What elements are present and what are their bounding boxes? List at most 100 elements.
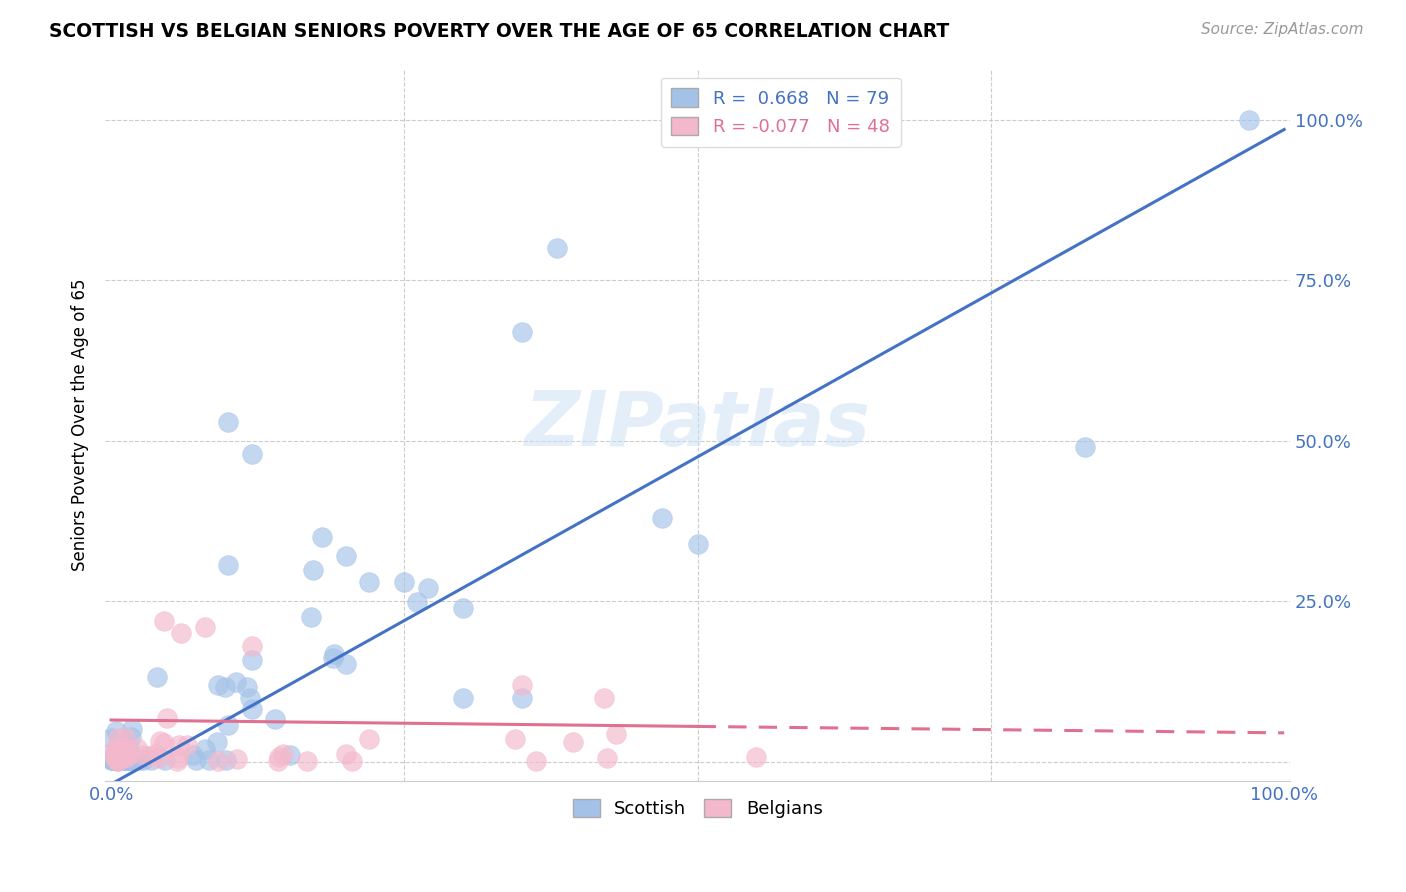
Point bbox=[240, 652, 263, 666]
Point bbox=[138, 749, 160, 764]
Point bbox=[107, 731, 129, 745]
Point bbox=[114, 753, 136, 767]
Point bbox=[214, 680, 236, 694]
Point bbox=[118, 753, 141, 767]
Point bbox=[153, 614, 176, 628]
Point bbox=[118, 753, 141, 767]
Point bbox=[198, 753, 221, 767]
Point bbox=[107, 753, 129, 767]
Point bbox=[1074, 440, 1097, 454]
Point bbox=[406, 595, 429, 609]
Point bbox=[111, 753, 134, 767]
Point bbox=[120, 753, 142, 767]
Text: SCOTTISH VS BELGIAN SENIORS POVERTY OVER THE AGE OF 65 CORRELATION CHART: SCOTTISH VS BELGIAN SENIORS POVERTY OVER… bbox=[49, 22, 949, 41]
Point bbox=[101, 749, 124, 764]
Point bbox=[121, 722, 143, 736]
Point bbox=[744, 750, 766, 764]
Point bbox=[110, 739, 132, 754]
Point bbox=[108, 753, 131, 767]
Point bbox=[510, 690, 533, 705]
Point bbox=[176, 738, 198, 752]
Point bbox=[114, 753, 136, 767]
Point bbox=[114, 753, 136, 767]
Point bbox=[592, 690, 614, 705]
Point bbox=[311, 530, 333, 544]
Point bbox=[153, 736, 176, 750]
Point bbox=[105, 754, 128, 768]
Point bbox=[166, 754, 188, 768]
Point bbox=[686, 536, 709, 550]
Point bbox=[322, 647, 344, 661]
Point bbox=[207, 678, 229, 692]
Point bbox=[505, 732, 527, 747]
Point bbox=[651, 511, 673, 525]
Point bbox=[120, 730, 142, 744]
Point bbox=[122, 753, 145, 767]
Point bbox=[118, 747, 141, 761]
Point bbox=[108, 753, 131, 767]
Point bbox=[117, 740, 139, 755]
Point bbox=[103, 753, 125, 767]
Point bbox=[205, 735, 228, 749]
Point bbox=[299, 609, 322, 624]
Point bbox=[266, 754, 288, 768]
Point bbox=[141, 753, 163, 767]
Point bbox=[225, 674, 247, 689]
Point bbox=[217, 415, 239, 429]
Point bbox=[239, 690, 262, 705]
Point bbox=[335, 657, 357, 672]
Text: ZIPatlas: ZIPatlas bbox=[524, 388, 870, 462]
Point bbox=[117, 753, 139, 767]
Point bbox=[153, 753, 176, 767]
Point bbox=[132, 753, 155, 767]
Point bbox=[240, 639, 263, 653]
Point bbox=[217, 558, 239, 573]
Y-axis label: Seniors Poverty Over the Age of 65: Seniors Poverty Over the Age of 65 bbox=[72, 278, 89, 571]
Point bbox=[240, 447, 263, 461]
Point bbox=[561, 735, 583, 749]
Point bbox=[148, 750, 170, 764]
Point bbox=[240, 702, 263, 716]
Point bbox=[194, 620, 217, 634]
Point bbox=[184, 753, 207, 767]
Point bbox=[264, 712, 287, 726]
Point bbox=[335, 549, 357, 564]
Point bbox=[167, 738, 190, 752]
Point bbox=[416, 582, 439, 596]
Point bbox=[100, 731, 122, 746]
Point bbox=[167, 750, 190, 764]
Point bbox=[149, 734, 172, 748]
Point bbox=[104, 751, 127, 765]
Point bbox=[359, 732, 381, 747]
Point bbox=[108, 753, 131, 767]
Point bbox=[335, 747, 357, 761]
Point bbox=[114, 731, 136, 745]
Point bbox=[596, 751, 619, 765]
Point bbox=[107, 753, 129, 767]
Point bbox=[122, 753, 145, 767]
Point bbox=[322, 650, 344, 665]
Point bbox=[104, 747, 127, 761]
Point bbox=[451, 690, 474, 705]
Text: Source: ZipAtlas.com: Source: ZipAtlas.com bbox=[1201, 22, 1364, 37]
Point bbox=[105, 747, 128, 761]
Point bbox=[128, 753, 150, 767]
Point bbox=[235, 680, 257, 694]
Point bbox=[108, 753, 131, 767]
Point bbox=[105, 740, 128, 755]
Point bbox=[101, 753, 124, 767]
Point bbox=[105, 753, 128, 767]
Point bbox=[111, 753, 134, 767]
Point bbox=[104, 753, 127, 767]
Point bbox=[340, 754, 363, 768]
Point bbox=[510, 678, 533, 692]
Point bbox=[111, 753, 134, 767]
Point bbox=[143, 747, 166, 762]
Point bbox=[100, 753, 122, 767]
Point bbox=[207, 754, 229, 768]
Point bbox=[115, 741, 138, 756]
Point bbox=[108, 753, 131, 767]
Point bbox=[394, 574, 416, 589]
Point bbox=[111, 750, 134, 764]
Point bbox=[101, 753, 124, 767]
